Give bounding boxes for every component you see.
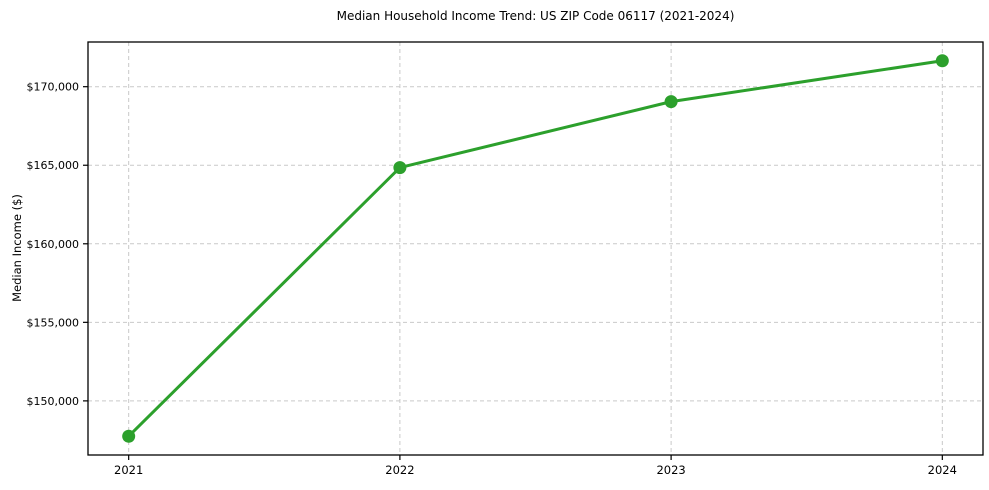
- data-point: [664, 95, 678, 109]
- data-point: [935, 54, 949, 68]
- data-point: [393, 161, 407, 175]
- y-tick-label: $170,000: [27, 81, 80, 94]
- y-tick-label: $155,000: [27, 316, 80, 329]
- y-axis-label: Median Income ($): [10, 194, 24, 302]
- y-tick-label: $160,000: [27, 238, 80, 251]
- y-tick-label: $165,000: [27, 159, 80, 172]
- data-line: [127, 59, 944, 438]
- x-tick-label: 2023: [656, 463, 685, 477]
- x-tick-label: 2024: [928, 463, 957, 477]
- data-point: [122, 429, 136, 443]
- x-tick-label: 2022: [385, 463, 414, 477]
- y-tick-label: $150,000: [27, 395, 80, 408]
- plot-border: [87, 41, 984, 456]
- chart-title: Median Household Income Trend: US ZIP Co…: [336, 9, 735, 23]
- x-tick-label: 2021: [114, 463, 143, 477]
